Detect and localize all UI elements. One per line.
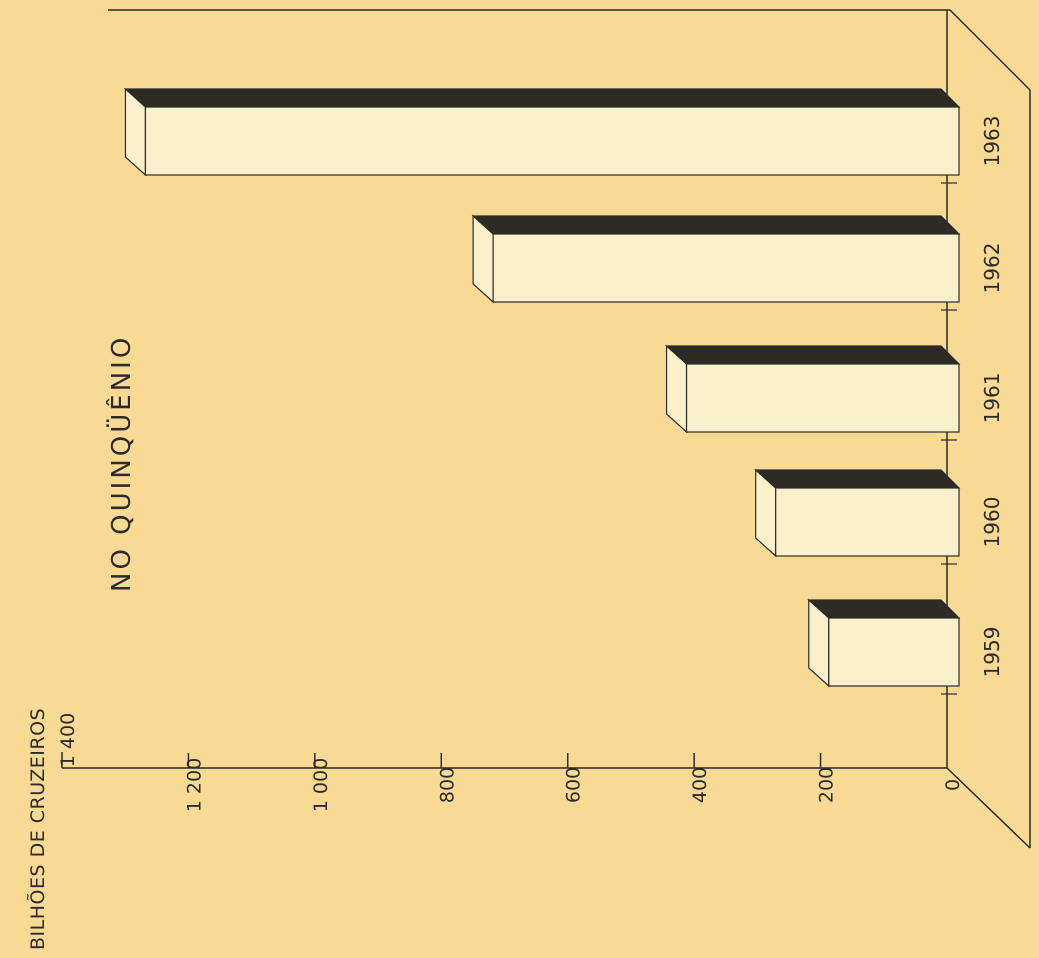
value-tick-label: 1 400 (57, 713, 79, 767)
value-tick-label: 200 (816, 767, 838, 803)
bar-top-face (754, 469, 961, 489)
category-label: 1959 (980, 627, 1004, 678)
unit-label: BILHÕES DE CRUZEIROS (26, 708, 49, 950)
value-tick-label: 800 (436, 767, 458, 803)
floor-front-edge (946, 767, 1031, 849)
value-tick-label: 0 (942, 779, 964, 791)
category-label: 1963 (980, 116, 1004, 167)
value-tick-label: 600 (563, 767, 585, 803)
bar: 1961 (664, 344, 1004, 441)
bar-top-face (664, 345, 961, 365)
category-label: 1962 (980, 243, 1004, 294)
bar: 1962 (471, 214, 1004, 311)
bar-front-face (828, 617, 960, 687)
chart-title: NO QUINQÜÊNIO (105, 335, 137, 592)
bar-front-face (492, 233, 960, 303)
bar-top-face (807, 599, 961, 619)
category-label: 1960 (980, 497, 1004, 548)
bar-front-face (775, 487, 960, 557)
value-axis: 0 200 400 600 800 1 000 1 200 1 400 (57, 713, 964, 812)
bar-front-face (685, 363, 960, 433)
floor-back-edge (949, 9, 1031, 91)
value-tick-label: 400 (689, 767, 711, 803)
value-tick-label: 1 000 (310, 758, 332, 812)
bars: 1959 1960 1961 1962 1963 (123, 87, 1004, 695)
bar-front-face (144, 106, 960, 176)
category-label: 1961 (980, 373, 1004, 424)
bar: 1960 (754, 468, 1004, 565)
bar-top-face (471, 215, 961, 235)
bar: 1959 (807, 598, 1004, 695)
value-tick-label: 1 200 (183, 758, 205, 812)
bar: 1963 (123, 87, 1004, 184)
bar-top-face (123, 88, 961, 108)
